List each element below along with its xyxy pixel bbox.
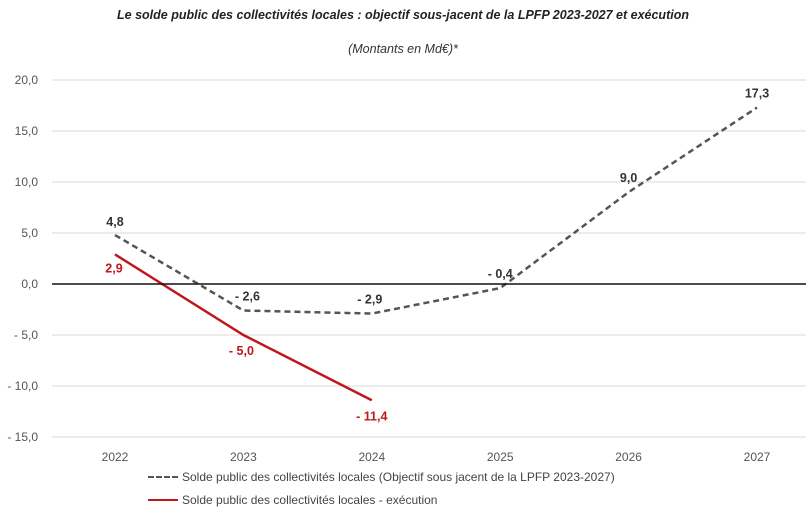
data-label: 4,8 — [106, 215, 123, 229]
y-tick-label: 10,0 — [15, 175, 39, 189]
x-tick-label: 2026 — [615, 450, 642, 464]
legend-item-execution: Solde public des collectivités locales -… — [148, 493, 437, 507]
legend-label-execution: Solde public des collectivités locales -… — [182, 493, 438, 507]
y-tick-label: - 10,0 — [7, 379, 38, 393]
y-tick-label: 0,0 — [21, 277, 38, 291]
data-label: - 11,4 — [356, 409, 387, 423]
data-label: - 0,4 — [488, 267, 513, 281]
x-tick-label: 2023 — [230, 450, 257, 464]
data-label: 9,0 — [620, 171, 637, 185]
x-tick-label: 2027 — [744, 450, 771, 464]
y-tick-label: 20,0 — [15, 73, 39, 87]
legend-swatch-dashed — [148, 476, 178, 478]
data-label: 2,9 — [105, 261, 122, 275]
y-tick-label: 5,0 — [21, 226, 38, 240]
series-line-1 — [114, 253, 373, 402]
y-tick-label: - 5,0 — [14, 328, 38, 342]
y-tick-label: 15,0 — [15, 124, 39, 138]
data-label: - 2,6 — [235, 290, 260, 304]
x-tick-label: 2024 — [358, 450, 385, 464]
data-label: - 5,0 — [229, 344, 254, 358]
chart-title: Le solde public des collectivités locale… — [117, 8, 689, 22]
data-label: - 2,9 — [357, 293, 382, 307]
chart-subtitle: (Montants en Md€)* — [348, 42, 458, 56]
x-tick-label: 2022 — [102, 450, 129, 464]
legend-swatch-solid — [148, 499, 178, 501]
legend-item-objectif: Solde public des collectivités locales (… — [148, 470, 615, 484]
legend-label-objectif: Solde public des collectivités locales (… — [182, 470, 615, 484]
x-tick-label: 2025 — [487, 450, 514, 464]
data-label: 17,3 — [745, 87, 769, 101]
series-line-0 — [114, 106, 758, 315]
y-tick-label: - 15,0 — [7, 430, 38, 444]
